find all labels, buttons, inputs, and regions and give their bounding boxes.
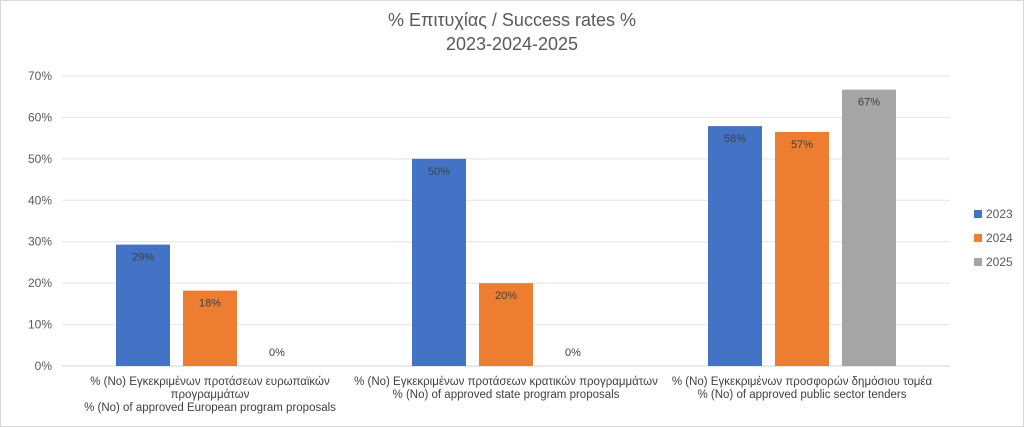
data-label: 58% — [724, 133, 746, 145]
legend-label: 2024 — [986, 231, 1013, 245]
data-label: 50% — [428, 166, 450, 178]
y-tick-label: 30% — [28, 235, 52, 249]
bar-2024 — [183, 290, 237, 366]
bar-2023 — [116, 244, 170, 366]
legend-swatch-2024 — [974, 234, 982, 242]
chart-title-line: 2023-2024-2025 — [446, 34, 578, 54]
x-category-label: % (No) Εγκεκριμένων προτάσεων ευρωπαϊκών — [90, 376, 330, 388]
data-label: 0% — [565, 347, 581, 359]
bar-2025 — [842, 89, 896, 367]
bar-2023 — [708, 126, 762, 366]
data-label: 20% — [495, 290, 517, 302]
legend-label: 2025 — [986, 255, 1013, 269]
x-category-label: % (No) Εγκεκριμένων προσφορών δημόσιου τ… — [672, 376, 933, 388]
data-label: 0% — [269, 347, 285, 359]
x-category-label: % (No) of approved European program prop… — [84, 402, 336, 414]
bar-2023 — [412, 158, 466, 366]
legend-swatch-2023 — [974, 210, 982, 218]
y-tick-label: 0% — [35, 359, 53, 373]
y-tick-label: 60% — [28, 110, 52, 124]
x-category-label: % (No) of approved public sector tenders — [697, 389, 906, 401]
data-label: 57% — [791, 139, 813, 151]
bar-2024 — [479, 283, 533, 366]
y-tick-label: 20% — [28, 276, 52, 290]
y-tick-label: 40% — [28, 193, 52, 207]
data-label: 67% — [858, 97, 880, 109]
data-label: 18% — [199, 298, 221, 310]
legend-swatch-2025 — [974, 258, 982, 266]
x-category-label: % (No) of approved state program proposa… — [393, 389, 620, 401]
data-label: 29% — [132, 252, 154, 264]
y-tick-label: 50% — [28, 152, 52, 166]
x-category-label: % (No) Εγκεκριμένων προτάσεων κρατικών π… — [354, 376, 658, 388]
y-tick-label: 70% — [28, 69, 52, 83]
chart-title-line: % Επιτυχίας / Success rates % — [388, 10, 636, 30]
bar-2024 — [775, 131, 829, 366]
legend-label: 2023 — [986, 207, 1013, 221]
x-category-label: προγραμμάτων — [171, 389, 250, 401]
y-tick-label: 10% — [28, 318, 52, 332]
